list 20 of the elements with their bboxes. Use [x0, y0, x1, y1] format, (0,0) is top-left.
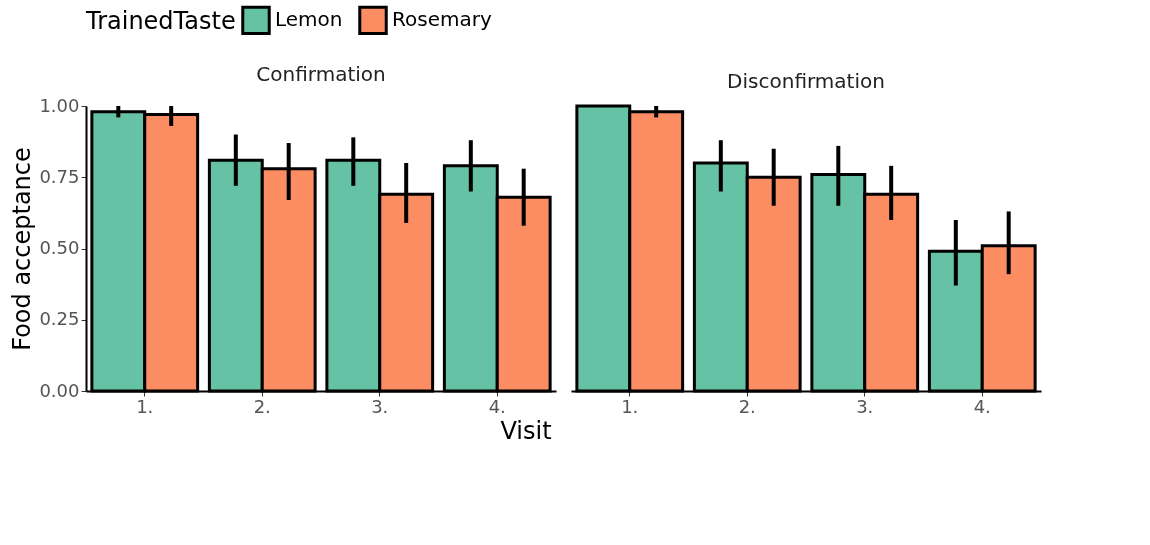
chart-title: Disconfirmation [727, 69, 885, 93]
y-tick-label: 1.00 [39, 94, 80, 116]
x-tick-label: 2. [738, 395, 756, 417]
y-tick-label: 0.75 [39, 165, 80, 187]
x-axis-title: Visit [500, 417, 552, 445]
y-tick-label: 0.25 [39, 308, 80, 330]
x-tick-label: 4. [973, 395, 991, 417]
y-tick-label: 0.50 [39, 237, 80, 258]
x-tick-label: 1. [136, 395, 154, 417]
y-axis-title: Food acceptance [8, 147, 37, 351]
x-tick-label: 1. [621, 395, 639, 417]
legend-title: TrainedTaste [85, 7, 236, 35]
chart-title: Confirmation [256, 62, 386, 86]
x-tick-label: 4. [488, 395, 506, 417]
y-tick-label: 0.00 [39, 379, 80, 401]
x-tick-label: 3. [371, 395, 389, 417]
legend-label: Lemon [275, 7, 343, 32]
x-tick-label: 2. [253, 395, 271, 417]
x-tick-label: 3. [856, 395, 874, 417]
legend-label: Rosemary [392, 7, 492, 32]
